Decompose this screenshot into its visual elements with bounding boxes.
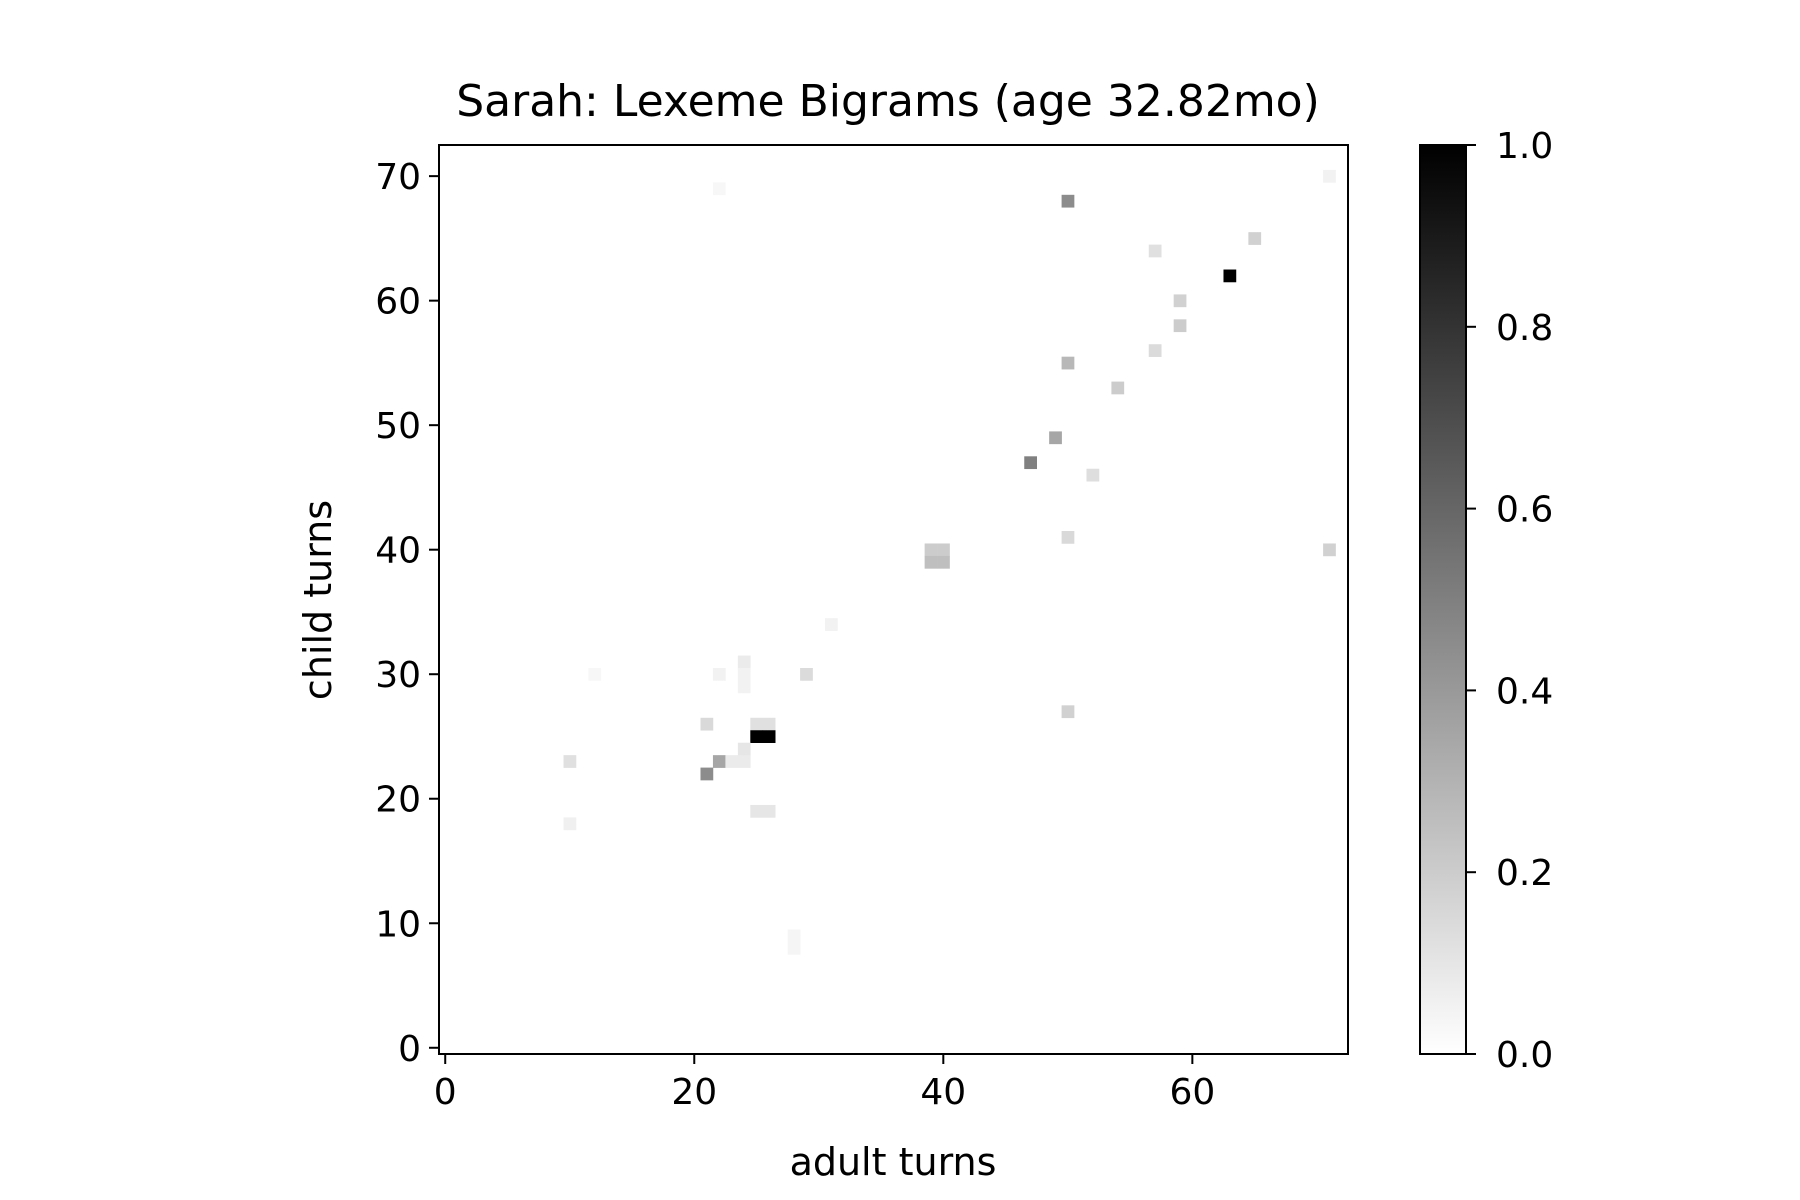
y-tick-label: 30: [375, 655, 421, 696]
heatmap-cell: [762, 717, 776, 731]
y-tick-label: 50: [375, 406, 421, 447]
x-axis-label: adult turns: [790, 1140, 997, 1184]
heatmap-cell: [563, 817, 577, 831]
colorbar-ticks: 0.0 0.2 0.4 0.6 0.8 1.0: [1466, 126, 1553, 1076]
heatmap-cell: [725, 755, 739, 768]
heatmap-cell: [924, 555, 938, 569]
heatmap-cell: [1061, 194, 1075, 208]
heatmap-cell: [712, 755, 726, 768]
heatmap-cell: [1024, 456, 1037, 470]
heatmap-cell: [787, 941, 801, 955]
heatmap-cell: [1148, 344, 1162, 357]
colorbar-tick-label: 0.0: [1496, 1035, 1553, 1076]
heatmap-cell: [1061, 531, 1075, 544]
colorbar-frame: [1419, 144, 1467, 1055]
heatmap-cell: [737, 680, 751, 694]
heatmap-cell: [1323, 169, 1336, 183]
heatmap-cell: [712, 182, 726, 196]
colorbar-tick-label: 0.2: [1496, 853, 1553, 894]
heatmap-cells: [563, 169, 1336, 955]
colorbar-tick-label: 1.0: [1496, 126, 1553, 167]
colorbar-gradient: [1420, 145, 1466, 1054]
heatmap-cell: [563, 755, 577, 768]
heatmap-cell: [1111, 381, 1125, 395]
heatmap-cell: [937, 555, 950, 569]
colorbar-tick-label: 0.4: [1496, 671, 1553, 712]
heatmap-cell: [588, 667, 602, 681]
y-tick-label: 70: [375, 157, 421, 198]
colorbar-tick-label: 0.6: [1496, 490, 1553, 531]
heatmap-cell: [1323, 543, 1336, 557]
heatmap-cell: [937, 543, 950, 557]
heatmap-cell: [787, 929, 801, 943]
x-tick-label: 40: [920, 1072, 966, 1113]
chart-title: Sarah: Lexeme Bigrams (age 32.82mo): [456, 76, 1320, 127]
heatmap-cell: [700, 767, 714, 781]
heatmap-cell: [1061, 705, 1075, 719]
heatmap-cell: [737, 755, 751, 768]
heatmap-cell: [1061, 356, 1075, 370]
heatmap-cell: [737, 655, 751, 669]
heatmap-cell: [924, 543, 938, 557]
y-tick-label: 10: [375, 904, 421, 945]
x-tick-label: 60: [1169, 1072, 1215, 1113]
x-tick-label: 20: [671, 1072, 717, 1113]
heatmap-cell: [750, 730, 764, 743]
y-axis-ticks: 0 10 20 30 40 50 60 70: [375, 157, 439, 1070]
y-axis-label: child turns: [296, 500, 340, 700]
colorbar-tick-label: 0.8: [1496, 308, 1553, 349]
heatmap-cell: [1223, 269, 1237, 283]
plot-background: [439, 145, 1348, 1054]
heatmap-cell: [737, 742, 751, 756]
x-axis-ticks: 0 20 40 60: [434, 1054, 1215, 1113]
y-tick-label: 60: [375, 282, 421, 323]
heatmap-cell: [762, 804, 776, 818]
heatmap-cell: [1049, 431, 1062, 445]
y-tick-label: 0: [398, 1029, 421, 1070]
heatmap-cell: [1148, 244, 1162, 258]
heatmap-cell: [700, 717, 714, 731]
heatmap-cell: [1086, 468, 1100, 482]
plot-frame: [438, 144, 1349, 1055]
heatmap-cell: [800, 667, 813, 681]
y-tick-label: 20: [375, 780, 421, 821]
heatmap-cell: [1173, 294, 1187, 308]
heatmap-cell: [750, 717, 764, 731]
heatmap-cell: [1173, 319, 1187, 333]
heatmap-cell: [1248, 232, 1262, 245]
plot-area: 0 20 40 60 0 10 20 30 40 50 60 70: [375, 144, 1349, 1113]
heatmap-cell: [762, 730, 776, 743]
heatmap-cell: [712, 667, 726, 681]
heatmap-cell: [737, 667, 751, 681]
x-tick-label: 0: [434, 1072, 457, 1113]
heatmap-cell: [825, 618, 838, 631]
y-tick-label: 40: [375, 531, 421, 572]
heatmap-cell: [750, 804, 764, 818]
colorbar: 0.0 0.2 0.4 0.6 0.8 1.0: [1419, 126, 1553, 1076]
